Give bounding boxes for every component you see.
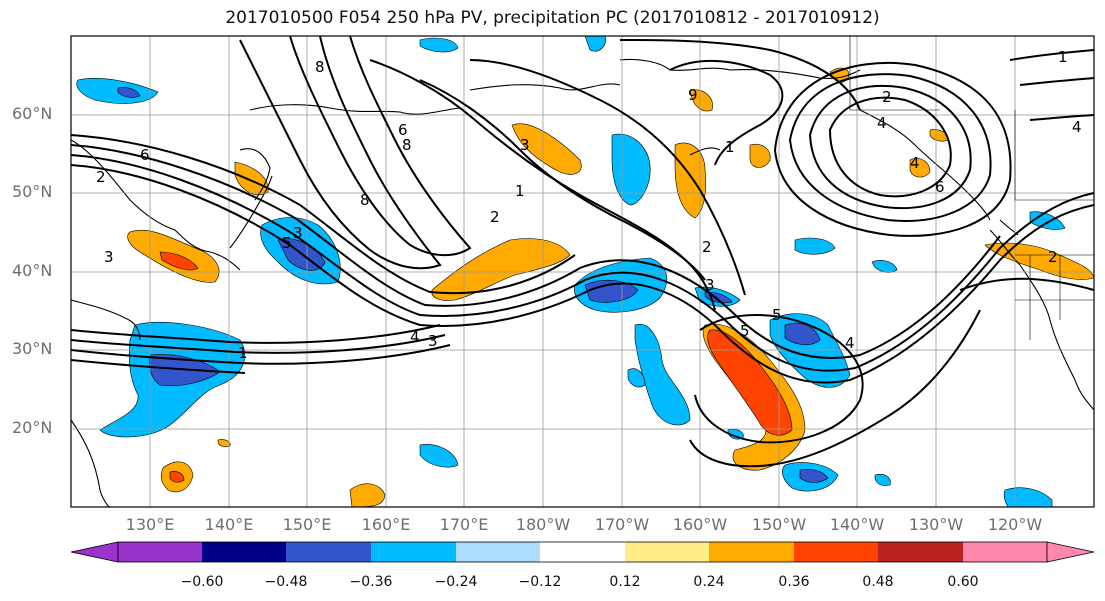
contour-label: 4 (877, 114, 887, 132)
contour-label: 5 (282, 234, 292, 252)
lon-label: 170°E (439, 515, 489, 534)
colorbar-label: −0.48 (264, 574, 308, 590)
lon-label: 150°E (282, 515, 332, 534)
lon-label: 170°W (594, 515, 650, 534)
contour-labels: 8 6 2 3 8 6 8 3 1 2 2 3 4 3 1 5 4 1 5 9 … (96, 48, 1082, 362)
colorbar-label: 0.36 (778, 574, 810, 590)
contour-label: 5 (740, 322, 750, 340)
contour-label: 6 (398, 121, 408, 139)
contour-label: 3 (293, 224, 303, 242)
contour-label: 4 (1072, 118, 1082, 136)
colorbar-cell (286, 542, 371, 562)
colorbar-label: 0.60 (947, 574, 979, 590)
contour-label: 3 (428, 332, 438, 350)
contour-label: 6 (140, 146, 150, 164)
lon-label: 140°W (829, 515, 885, 534)
lon-label: 150°W (751, 515, 807, 534)
lat-label-60n: 60°N (12, 104, 53, 123)
contour-label: 2 (96, 168, 106, 186)
contour-label: 2 (1048, 248, 1058, 266)
colorbar-cell (794, 542, 878, 562)
colorbar-label: 0.24 (693, 574, 725, 590)
contour-label: 8 (402, 136, 412, 154)
colorbar-label: 0.48 (862, 574, 894, 590)
contour-label: 3 (520, 136, 530, 154)
map-title: 2017010500 F054 250 hPa PV, precipitatio… (225, 8, 880, 28)
map-gridlines (71, 36, 1094, 507)
colorbar-label: −0.12 (518, 574, 562, 590)
colorbar-label: −0.36 (349, 574, 393, 590)
contour-label: 1 (725, 138, 735, 156)
pv-contours (71, 36, 1094, 468)
contour-label: 8 (360, 191, 370, 209)
contour-label: 3 (705, 276, 715, 294)
lat-label-50n: 50°N (12, 182, 53, 201)
colorbar-label: 0.12 (609, 574, 641, 590)
colorbar-extend-high (1046, 541, 1095, 563)
contour-label: 1 (238, 344, 248, 362)
colorbar-cell (963, 542, 1047, 562)
plot-area (71, 36, 1094, 507)
lat-label-30n: 30°N (12, 339, 53, 358)
contour-label: 8 (315, 58, 325, 76)
colorbar-cell (456, 542, 540, 562)
lat-label-40n: 40°N (12, 261, 53, 280)
colorbar-label: −0.24 (434, 574, 478, 590)
contour-label: 2 (490, 208, 500, 226)
contour-label: 5 (772, 306, 782, 324)
lon-label: 130°E (125, 515, 175, 534)
colorbar-cell (202, 542, 286, 562)
lon-label: 140°E (204, 515, 254, 534)
lon-label: 180°W (515, 515, 571, 534)
colorbar-cell (878, 542, 963, 562)
colorbar-cell (709, 542, 794, 562)
contour-label: 3 (104, 248, 114, 266)
contour-label: 1 (515, 182, 525, 200)
colorbar (70, 541, 1095, 563)
colorbar-cell (625, 542, 709, 562)
lon-label: 160°E (361, 515, 411, 534)
contour-label: 2 (702, 238, 712, 256)
contour-label: 6 (935, 178, 945, 196)
colorbar-cell (540, 542, 625, 562)
colorbar-cell (371, 542, 456, 562)
contour-label: 9 (688, 86, 698, 104)
contour-label: 1 (1058, 48, 1068, 66)
plot-frame (70, 35, 1095, 508)
state-borders (849, 36, 1094, 340)
colorbar-extend-low (70, 541, 119, 563)
contour-label: 2 (882, 88, 892, 106)
lon-label: 120°W (987, 515, 1043, 534)
lat-label-20n: 20°N (12, 418, 53, 437)
contour-label: 4 (845, 334, 855, 352)
contour-label: 4 (910, 154, 920, 172)
contour-label: 4 (410, 328, 420, 346)
colorbar-label: −0.60 (180, 574, 224, 590)
lon-label: 130°W (908, 515, 964, 534)
lon-label: 160°W (672, 515, 728, 534)
coastlines (71, 58, 1094, 507)
colorbar-cell (118, 542, 202, 562)
